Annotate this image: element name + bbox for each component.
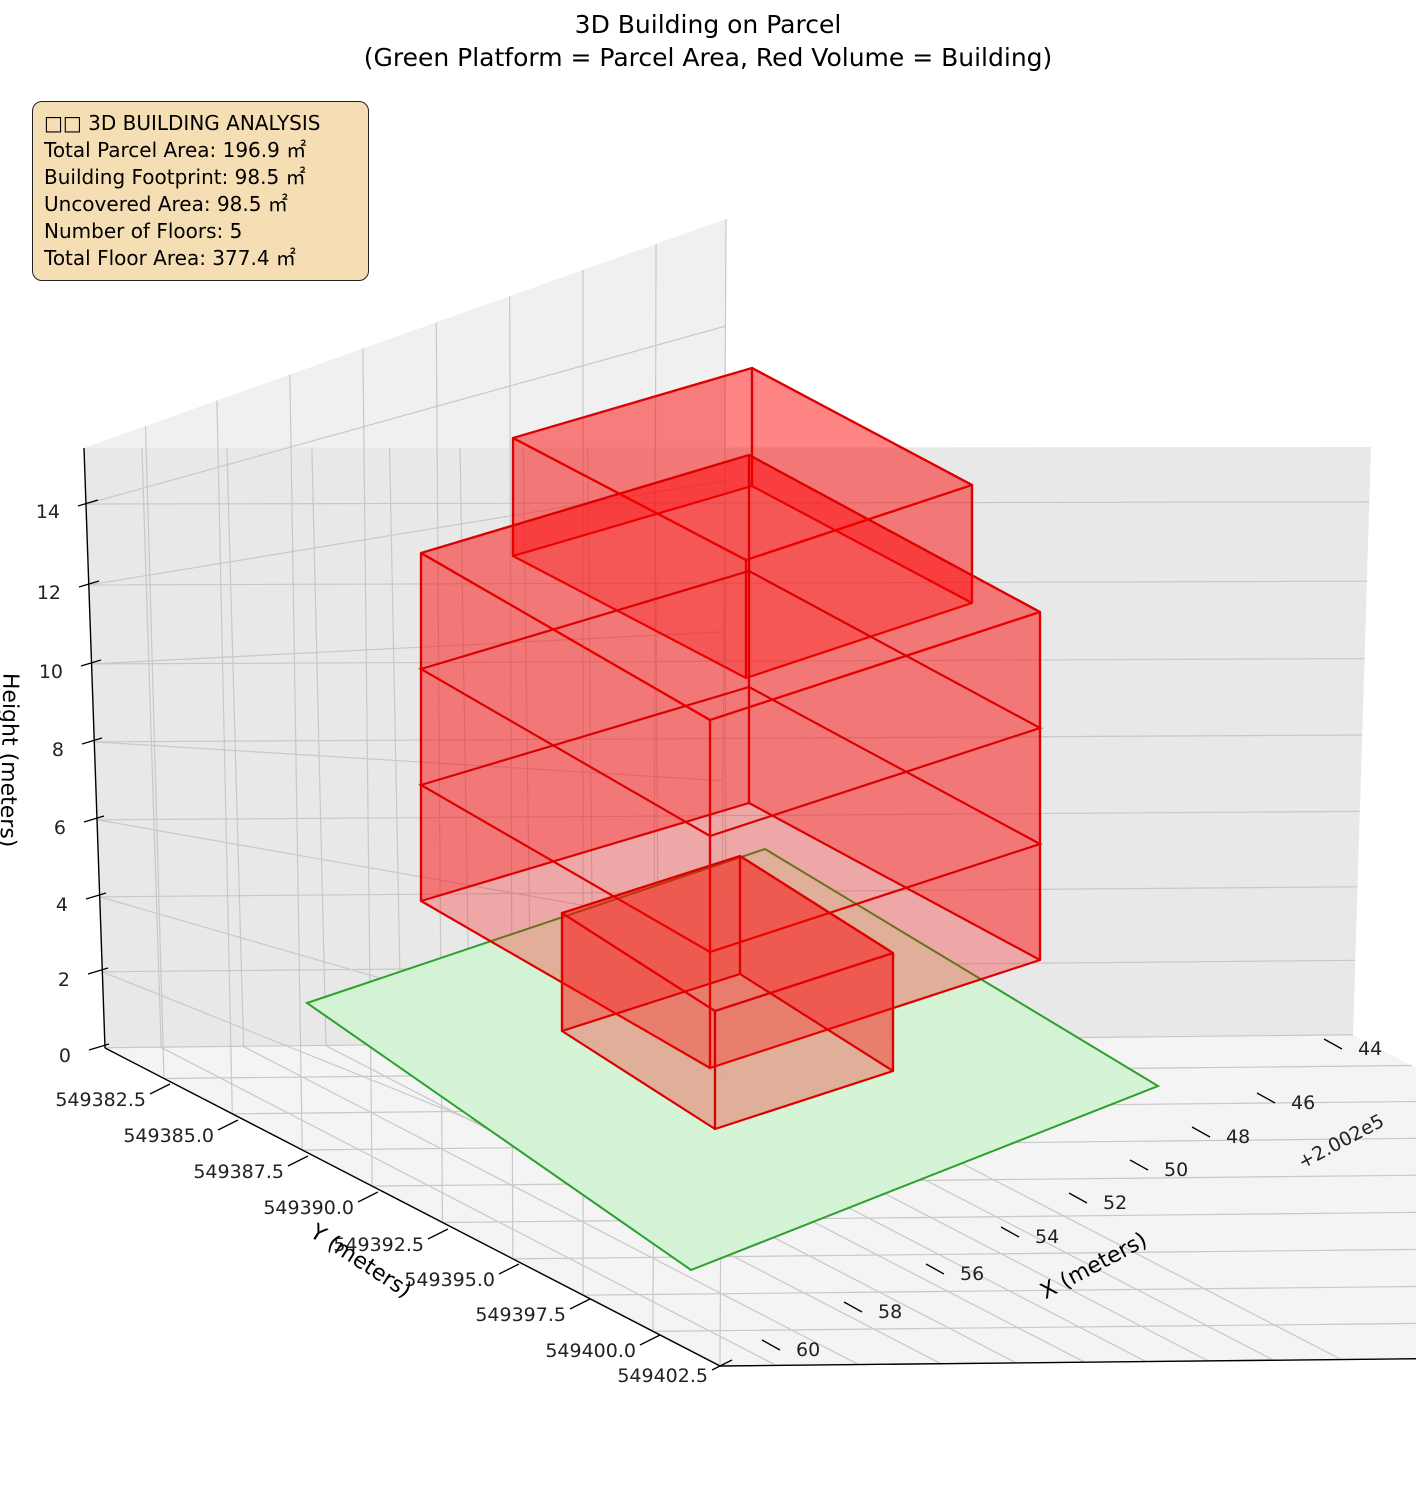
z-tick-label: 14 — [36, 501, 60, 523]
y-tick — [711, 1359, 733, 1371]
chart-title-line-2: (Green Platform = Parcel Area, Red Volum… — [363, 43, 1053, 72]
y-tick-label: 549382.5 — [55, 1089, 146, 1111]
y-tick — [427, 1228, 449, 1240]
info-box-heading: □□ 3D BUILDING ANALYSIS — [44, 111, 321, 135]
x-tick — [925, 1263, 945, 1275]
y-tick — [639, 1334, 661, 1346]
x-tick — [1256, 1092, 1276, 1104]
x-tick — [1000, 1226, 1020, 1238]
y-tick-label: 549392.5 — [333, 1234, 424, 1256]
y-tick-label: 549400.0 — [545, 1340, 636, 1362]
z-tick — [85, 892, 107, 900]
chart-title: 3D Building on Parcel (Green Platform = … — [0, 8, 1416, 74]
axis-lines — [83, 447, 1416, 1367]
x-tick — [1068, 1192, 1088, 1204]
z-tick-label: 8 — [52, 739, 64, 761]
z-axis-line — [83, 447, 106, 1049]
building-main-block — [418, 453, 1043, 1070]
y-tick — [569, 1298, 591, 1310]
grid-line-x-floor — [160, 1046, 777, 1366]
z-tick-label: 4 — [56, 894, 68, 916]
grid-line-x-back — [388, 447, 402, 1045]
z-tick — [83, 815, 105, 823]
z-tick — [77, 499, 99, 507]
building-volume — [418, 366, 1043, 1131]
y-tick-label: 549385.0 — [123, 1125, 214, 1147]
grid-line-y-back — [144, 426, 165, 1079]
y-tick-label: 549397.5 — [475, 1304, 566, 1326]
z-tick-label: 10 — [39, 661, 63, 683]
z-tick — [88, 1043, 110, 1051]
y-tick — [498, 1263, 520, 1275]
x-axis-line — [719, 1358, 1416, 1367]
x-tick-label: 56 — [960, 1263, 984, 1285]
x-tick-label: 60 — [796, 1339, 820, 1361]
grid-line-x-back — [459, 447, 471, 1045]
y-axis-label: Y (meters) — [305, 1219, 416, 1303]
info-total-floor-area: Total Floor Area: 377.4 ㎡ — [44, 246, 296, 270]
z-axis-label: Height (meters) — [0, 673, 23, 848]
building-lower-annex — [560, 854, 895, 1131]
building-face — [738, 854, 895, 1073]
x-tick — [761, 1339, 781, 1351]
y-tick-label: 549402.5 — [617, 1365, 708, 1387]
grid-line-y-back — [216, 400, 233, 1114]
info-uncovered-area: Uncovered Area: 98.5 ㎡ — [44, 192, 288, 216]
x-tick-label: 46 — [1291, 1092, 1315, 1114]
floor-slab-line — [418, 569, 1043, 838]
analysis-info-box: □□ 3D BUILDING ANALYSIS Total Parcel Are… — [32, 101, 369, 281]
y-tick-label: 549395.0 — [404, 1269, 495, 1291]
x-tick-label: 50 — [1164, 1159, 1188, 1181]
grid-line-x-back — [226, 447, 245, 1047]
y-tick — [217, 1119, 239, 1131]
right-pane — [84, 447, 1371, 1048]
z-tick-label: 0 — [59, 1045, 71, 1067]
x-tick-label: 44 — [1358, 1038, 1382, 1060]
info-number-of-floors: Number of Floors: 5 — [44, 219, 243, 243]
grid-line-x-floor — [243, 1046, 859, 1366]
z-tick-label: 6 — [54, 817, 66, 839]
info-building-footprint: Building Footprint: 98.5 ㎡ — [44, 165, 306, 189]
x-tick-label: 54 — [1035, 1226, 1059, 1248]
grid-line-y-floor — [652, 1322, 1416, 1332]
grid-line-x-back — [141, 447, 162, 1048]
y-tick — [357, 1191, 379, 1203]
tick-marks: 444648505254565860549382.5549385.0549387… — [36, 499, 1382, 1387]
z-tick-label: 2 — [58, 969, 70, 991]
z-tick — [81, 737, 103, 745]
x-tick-label: 48 — [1226, 1126, 1250, 1148]
z-tick — [78, 580, 100, 588]
y-tick-label: 549390.0 — [263, 1197, 354, 1219]
x-tick — [1129, 1159, 1149, 1171]
z-tick-label: 12 — [37, 582, 61, 604]
building-face — [750, 366, 974, 605]
x-tick — [1191, 1126, 1211, 1138]
grid-line-y-floor — [583, 1285, 1416, 1296]
building-upper-wing — [511, 366, 974, 680]
y-tick — [287, 1155, 309, 1167]
y-axis-line — [104, 1047, 721, 1367]
x-tick — [1323, 1038, 1343, 1050]
info-parcel-area: Total Parcel Area: 196.9 ㎡ — [44, 138, 307, 162]
x-tick-label: 52 — [1103, 1192, 1127, 1214]
z-tick — [80, 659, 102, 667]
z-tick — [87, 967, 109, 975]
axis-panes — [84, 219, 1416, 1366]
x-tick — [843, 1301, 863, 1313]
y-tick — [149, 1083, 171, 1095]
x-tick-label: 58 — [878, 1301, 902, 1323]
chart-title-line-1: 3D Building on Parcel — [574, 10, 842, 39]
y-tick-label: 549387.5 — [193, 1161, 284, 1183]
